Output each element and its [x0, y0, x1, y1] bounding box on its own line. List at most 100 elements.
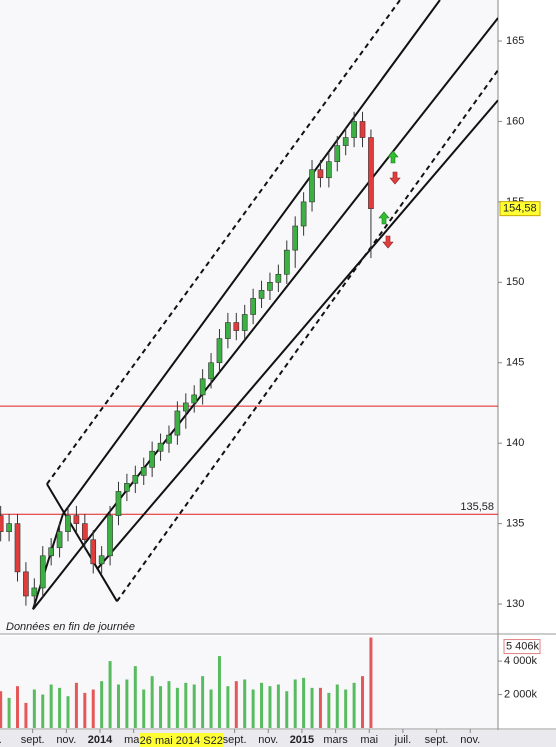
x-tick-label: nov.	[460, 734, 480, 746]
y-tick-label: 145	[506, 357, 524, 369]
volume-bar	[369, 637, 373, 728]
candle-body	[140, 467, 147, 476]
candle-body	[216, 338, 223, 364]
last-volume-label: 5 406k	[506, 640, 540, 652]
volume-bar	[150, 676, 154, 728]
price-pane	[0, 0, 498, 633]
y-tick-label: 160	[506, 115, 524, 127]
volume-bar	[361, 676, 365, 728]
x-tick-label: mars	[323, 734, 348, 746]
candle-body	[115, 491, 122, 516]
channel-line	[46, 0, 401, 485]
volume-bar	[74, 682, 78, 728]
volume-bar	[217, 656, 221, 728]
candle-body	[81, 523, 88, 540]
candle-body	[31, 587, 38, 597]
candle-body	[65, 515, 71, 532]
candle-body	[132, 475, 139, 484]
candle-body	[225, 322, 231, 339]
channel-line	[32, 513, 64, 610]
volume-bar	[167, 681, 171, 728]
volume-bar	[318, 687, 322, 728]
candle-body	[107, 515, 113, 557]
data-note: Données en fin de journée	[6, 621, 135, 633]
candle-body	[359, 121, 366, 138]
volume-bar	[293, 679, 297, 728]
cursor-label-bg	[139, 733, 224, 747]
candle-body	[199, 378, 206, 396]
candle-body	[317, 169, 324, 179]
y-tick-label: 150	[506, 276, 524, 288]
candle-body	[342, 137, 349, 146]
candle-body	[250, 298, 256, 315]
channel-line	[116, 69, 498, 602]
channel-line	[96, 99, 498, 570]
candle-body	[368, 137, 374, 209]
candle-body	[351, 121, 357, 138]
candle-body	[90, 539, 97, 565]
candle-body	[275, 273, 282, 283]
volume-bar	[175, 687, 179, 728]
x-tick-label: sept.	[425, 734, 449, 746]
volume-bar	[243, 679, 247, 728]
candle-body	[98, 555, 105, 565]
y-tick-label: 140	[506, 437, 524, 449]
horizontal-line-label: 135,58	[460, 501, 494, 513]
x-tick-label: l.	[0, 734, 2, 746]
candle-body	[39, 555, 46, 589]
volume-bar	[285, 691, 289, 728]
signal-arrows	[378, 150, 401, 249]
volume-bar	[327, 692, 331, 728]
candle-body	[48, 547, 54, 557]
candle-body	[233, 322, 240, 331]
x-tick-label: mar	[124, 734, 143, 746]
candle-body	[182, 402, 189, 412]
candle-body	[300, 201, 307, 227]
volume-bar	[24, 702, 28, 728]
candle-body	[283, 249, 290, 275]
x-tick-label: 2015	[290, 734, 314, 746]
x-tick-label: sept.	[21, 734, 45, 746]
volume-bar	[352, 682, 356, 728]
candle-body	[124, 483, 130, 492]
volume-bar	[192, 684, 196, 728]
volume-bar	[201, 676, 205, 728]
candle-body	[0, 515, 4, 532]
volume-bar	[251, 689, 255, 728]
price-layer	[0, 0, 498, 610]
cursor-label: 26 mai 2014 S22	[140, 735, 223, 747]
volume-tick-label: 4 000k	[504, 655, 538, 667]
last-price-label: 154,58	[503, 203, 537, 215]
candle-body	[14, 523, 21, 573]
last-price-box	[499, 201, 541, 217]
candle-body	[267, 282, 273, 291]
candle-body	[166, 434, 172, 444]
volume-tick-label: 2 000k	[504, 688, 538, 700]
volume-bar	[49, 684, 53, 728]
y-tick-label: 135	[506, 518, 524, 530]
volume-bar	[302, 677, 306, 728]
volume-bar	[226, 686, 230, 728]
candle-body	[73, 515, 80, 524]
volume-bar	[91, 689, 95, 728]
volume-bar	[142, 689, 146, 728]
volume-bar	[66, 696, 70, 728]
volume-bar	[32, 689, 36, 728]
volume-bar	[159, 686, 163, 728]
volume-bar	[100, 681, 104, 728]
candle-body	[56, 531, 63, 549]
x-tick-label: nov.	[56, 734, 76, 746]
down-arrow	[389, 171, 401, 185]
candle-body	[208, 362, 214, 380]
down-arrow	[382, 235, 394, 249]
volume-bar	[344, 689, 348, 728]
volume-bar	[116, 684, 120, 728]
candle-body	[326, 161, 332, 179]
volume-bar	[184, 682, 188, 728]
x-axis-band	[0, 730, 556, 747]
y-tick-label: 130	[506, 598, 524, 610]
up-arrow	[378, 211, 390, 225]
candle-body	[241, 314, 248, 331]
